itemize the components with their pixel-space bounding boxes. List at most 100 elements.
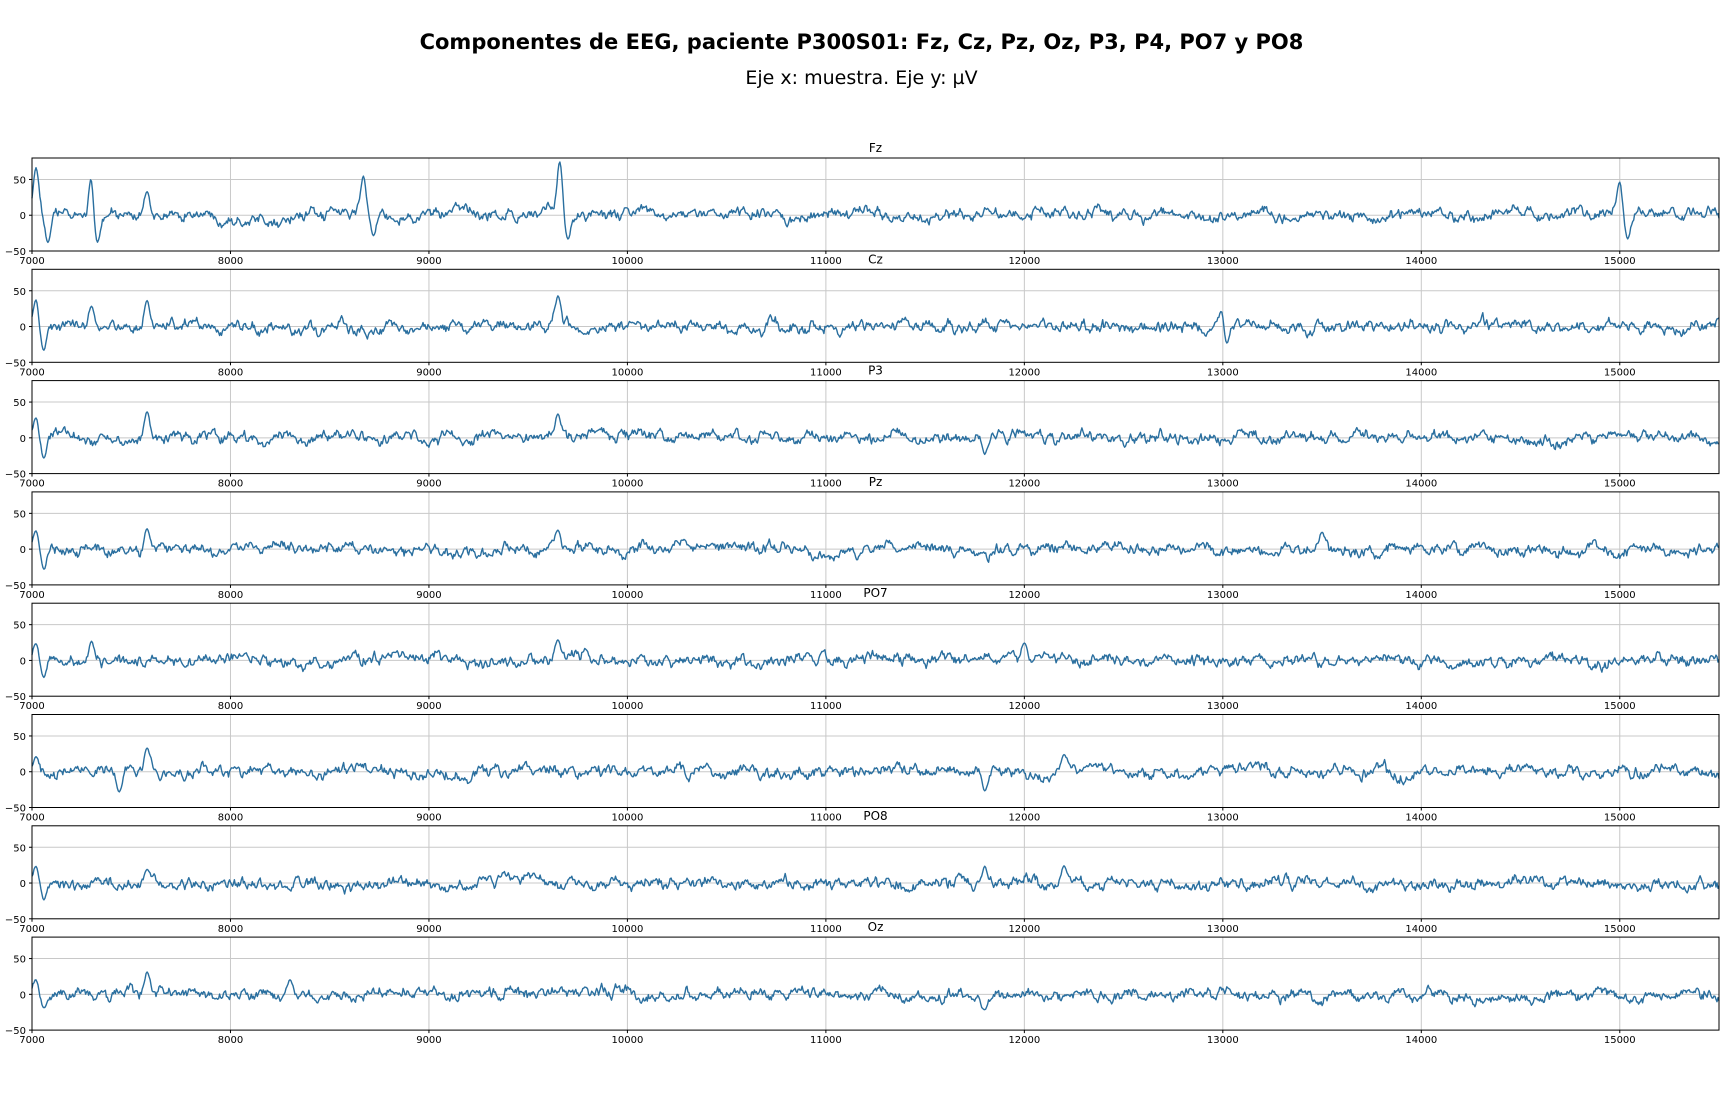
eeg-panel-cz: −50 0 50 7000 8000 9000 10000 11000 12000 13000 14… bbox=[5, 252, 1720, 378]
x-tick-label: 10000 bbox=[612, 367, 644, 378]
x-tick-label: 11000 bbox=[810, 479, 842, 490]
y-tick-label: 50 bbox=[13, 509, 26, 520]
y-tick-label: 50 bbox=[13, 287, 26, 298]
chart-title: Componentes de EEG, paciente P300S01: Fz… bbox=[419, 30, 1304, 54]
series-line-po8 bbox=[31, 865, 1720, 901]
x-tick-label: 14000 bbox=[1405, 701, 1437, 712]
y-tick-label: 0 bbox=[20, 323, 26, 334]
x-tick-label: 7000 bbox=[19, 701, 44, 712]
x-tick-label: 13000 bbox=[1207, 1035, 1239, 1046]
panel-title: Pz bbox=[869, 475, 883, 489]
x-tick-label: 7000 bbox=[19, 256, 44, 267]
x-tick-label: 9000 bbox=[416, 924, 441, 935]
panel-title: Cz bbox=[868, 252, 883, 266]
x-tick-label: 7000 bbox=[19, 813, 44, 824]
x-tick-label: 14000 bbox=[1405, 256, 1437, 267]
eeg-panel-po7: −50 0 50 7000 8000 9000 10000 11000 12000 13000 14… bbox=[5, 586, 1720, 712]
plot-frame bbox=[31, 157, 1720, 252]
x-tick-label: 8000 bbox=[218, 924, 243, 935]
eeg-panel-oz: −50 0 50 7000 8000 9000 10000 11000 12000 13000 14… bbox=[5, 920, 1720, 1046]
x-tick-label: 13000 bbox=[1207, 256, 1239, 267]
eeg-panel-unlabeled: −50 0 50 7000 8000 9000 10000 11000 12000 13000 14… bbox=[5, 714, 1720, 824]
x-tick-label: 7000 bbox=[19, 1035, 44, 1046]
x-tick-label: 15000 bbox=[1604, 479, 1636, 490]
x-tick-label: 9000 bbox=[416, 813, 441, 824]
y-tick-label: 50 bbox=[13, 843, 26, 854]
panel-title: PO8 bbox=[863, 809, 887, 823]
x-tick-label: 7000 bbox=[19, 479, 44, 490]
y-tick-label: −50 bbox=[5, 1026, 26, 1037]
x-tick-label: 10000 bbox=[612, 590, 644, 601]
x-tick-label: 11000 bbox=[810, 367, 842, 378]
series-line-oz bbox=[31, 971, 1720, 1011]
x-tick-label: 8000 bbox=[218, 367, 243, 378]
x-tick-label: 10000 bbox=[612, 813, 644, 824]
eeg-panel-po8: −50 0 50 7000 8000 9000 10000 11000 12000 13000 14… bbox=[5, 809, 1720, 935]
x-tick-label: 14000 bbox=[1405, 1035, 1437, 1046]
y-tick-label: 0 bbox=[20, 656, 26, 667]
x-tick-label: 7000 bbox=[19, 924, 44, 935]
eeg-panel-fz: −50 0 50 7000 8000 9000 10000 11000 12000 13000 14… bbox=[5, 141, 1720, 267]
x-tick-label: 11000 bbox=[810, 1035, 842, 1046]
x-tick-label: 9000 bbox=[416, 479, 441, 490]
y-tick-label: 50 bbox=[13, 621, 26, 632]
x-tick-label: 15000 bbox=[1604, 367, 1636, 378]
x-tick-label: 8000 bbox=[218, 256, 243, 267]
y-tick-label: −50 bbox=[5, 692, 26, 703]
x-tick-label: 13000 bbox=[1207, 479, 1239, 490]
panel-title: P3 bbox=[868, 364, 883, 378]
plot-frame bbox=[31, 714, 1720, 808]
y-tick-label: 0 bbox=[20, 545, 26, 556]
x-tick-label: 14000 bbox=[1405, 479, 1437, 490]
x-tick-label: 12000 bbox=[1008, 367, 1040, 378]
x-tick-label: 10000 bbox=[612, 924, 644, 935]
chart-subtitle: Eje x: muestra. Eje y: µV bbox=[745, 67, 978, 89]
x-tick-label: 14000 bbox=[1405, 813, 1437, 824]
x-tick-label: 11000 bbox=[810, 256, 842, 267]
y-tick-label: −50 bbox=[5, 470, 26, 481]
eeg-panel-pz: −50 0 50 7000 8000 9000 10000 11000 12000 13000 14… bbox=[5, 475, 1720, 601]
x-tick-label: 7000 bbox=[19, 590, 44, 601]
x-tick-label: 8000 bbox=[218, 1035, 243, 1046]
y-tick-label: 50 bbox=[13, 955, 26, 966]
y-tick-label: 0 bbox=[20, 990, 26, 1001]
y-tick-label: 50 bbox=[13, 732, 26, 743]
x-tick-label: 11000 bbox=[810, 701, 842, 712]
y-tick-label: −50 bbox=[5, 804, 26, 815]
x-tick-label: 10000 bbox=[612, 479, 644, 490]
y-tick-label: 50 bbox=[13, 398, 26, 409]
plot-frame bbox=[31, 380, 1720, 475]
x-tick-label: 15000 bbox=[1604, 924, 1636, 935]
x-tick-label: 12000 bbox=[1008, 256, 1040, 267]
x-tick-label: 14000 bbox=[1405, 590, 1437, 601]
y-tick-label: −50 bbox=[5, 358, 26, 369]
series-line-pz bbox=[31, 528, 1720, 570]
x-tick-label: 8000 bbox=[218, 701, 243, 712]
x-tick-label: 9000 bbox=[416, 256, 441, 267]
x-tick-label: 15000 bbox=[1604, 590, 1636, 601]
plot-frame bbox=[31, 936, 1720, 1031]
y-tick-label: 0 bbox=[20, 434, 26, 445]
x-tick-label: 9000 bbox=[416, 590, 441, 601]
x-tick-label: 12000 bbox=[1008, 1035, 1040, 1046]
x-tick-label: 12000 bbox=[1008, 590, 1040, 601]
x-tick-label: 13000 bbox=[1207, 367, 1239, 378]
x-tick-label: 15000 bbox=[1604, 701, 1636, 712]
x-tick-label: 8000 bbox=[218, 590, 243, 601]
series-line-fz bbox=[31, 161, 1720, 244]
series-line-cz bbox=[31, 295, 1720, 351]
x-tick-label: 10000 bbox=[612, 256, 644, 267]
x-tick-label: 10000 bbox=[612, 701, 644, 712]
x-tick-label: 9000 bbox=[416, 1035, 441, 1046]
x-tick-label: 13000 bbox=[1207, 924, 1239, 935]
panel-title: Fz bbox=[869, 141, 882, 155]
panel-title: PO7 bbox=[863, 586, 887, 600]
x-tick-label: 12000 bbox=[1008, 813, 1040, 824]
y-tick-label: 50 bbox=[13, 175, 26, 186]
y-tick-label: −50 bbox=[5, 915, 26, 926]
x-tick-label: 15000 bbox=[1604, 813, 1636, 824]
x-tick-label: 11000 bbox=[810, 924, 842, 935]
x-tick-label: 7000 bbox=[19, 367, 44, 378]
x-tick-label: 11000 bbox=[810, 590, 842, 601]
